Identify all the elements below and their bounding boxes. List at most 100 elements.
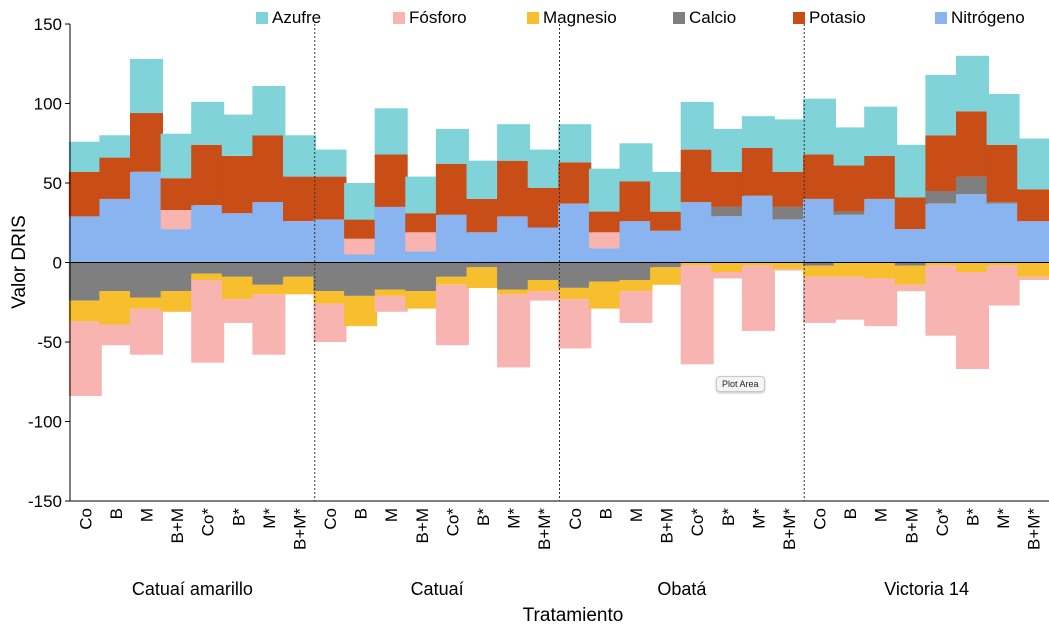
bar-calcio-12: [405, 262, 439, 292]
x-tick-label: B+M*: [780, 508, 799, 550]
bar-nitrógeno-31: [986, 203, 1020, 263]
bar-potasio-10: [344, 219, 378, 239]
bar-nitrógeno-14: [466, 232, 500, 263]
legend-swatch: [935, 12, 947, 24]
bar-calcio-31: [986, 202, 1020, 204]
bar-azufre-11: [374, 108, 408, 155]
bar-potasio-26: [833, 165, 867, 212]
bar-magnesio-30: [956, 262, 989, 272]
bar-magnesio-20: [650, 267, 684, 285]
bar-fósforo-25: [803, 276, 836, 323]
bar-azufre-2: [99, 135, 133, 158]
bar-nitrógeno-20: [650, 230, 684, 263]
x-tick-label: B+M*: [291, 508, 310, 550]
bar-azufre-22: [711, 128, 745, 172]
bar-nitrógeno-10: [344, 254, 378, 263]
bar-nitrógeno-7: [252, 202, 286, 263]
y-tick-label: 0: [53, 254, 62, 273]
bar-azufre-19: [619, 143, 653, 182]
bar-calcio-4: [160, 262, 194, 292]
bar-calcio-3: [130, 262, 163, 298]
x-tick-label: B+M: [658, 508, 677, 543]
bar-azufre-21: [680, 101, 714, 150]
bar-calcio-14: [466, 262, 500, 268]
bar-magnesio-28: [894, 265, 928, 285]
bar-fósforo-2: [99, 324, 133, 346]
x-tick-label: M: [627, 508, 646, 522]
bar-magnesio-1: [68, 300, 102, 322]
bar-nitrógeno-5: [191, 205, 225, 263]
bar-azufre-7: [252, 86, 286, 136]
x-tick-label: Co: [566, 508, 585, 530]
legend-swatch: [527, 12, 539, 24]
bar-potasio-32: [1017, 189, 1049, 222]
x-tick-label: B: [107, 508, 126, 519]
bar-azufre-12: [405, 176, 439, 214]
group-label: Victoria 14: [884, 579, 969, 599]
bar-azufre-15: [497, 124, 531, 161]
bar-potasio-22: [711, 171, 745, 207]
bar-calcio-2: [99, 262, 133, 292]
bar-nitrógeno-32: [1017, 221, 1049, 263]
bar-potasio-12: [405, 213, 439, 233]
legend: Azufre Fósforo Magnesio Calcio Potasio Nitróg…: [256, 8, 1025, 27]
x-tick-label: B+M: [168, 508, 187, 543]
bar-nitrógeno-17: [558, 203, 592, 263]
bar-calcio-18: [588, 262, 622, 282]
bar-magnesio-10: [344, 295, 378, 327]
legend-label: Nitrógeno: [951, 8, 1025, 27]
bar-potasio-4: [160, 178, 194, 210]
bar-calcio-19: [619, 262, 653, 280]
bar-fósforo-15: [497, 294, 531, 368]
bar-fósforo-19: [619, 291, 653, 323]
group-label: Catuaí: [411, 579, 464, 599]
bar-nitrógeno-27: [864, 198, 898, 263]
bar-calcio-17: [558, 262, 592, 288]
bar-nitrógeno-19: [619, 221, 653, 263]
bar-calcio-30: [956, 176, 989, 195]
bar-azufre-9: [313, 149, 347, 177]
bar-azufre-16: [527, 149, 561, 188]
bar-azufre-8: [283, 135, 316, 177]
bar-potasio-1: [68, 171, 102, 217]
bar-calcio-22: [711, 206, 745, 217]
bar-fósforo-5: [191, 280, 225, 363]
bar-fósforo-12: [405, 232, 439, 252]
bar-potasio-17: [558, 162, 592, 204]
y-tick-label: -50: [37, 333, 62, 352]
x-tick-label: M*: [505, 508, 524, 529]
x-tick-label: M: [872, 508, 891, 522]
y-tick-label: 150: [34, 15, 62, 34]
bar-fósforo-32: [1017, 276, 1049, 280]
bar-magnesio-13: [435, 276, 469, 285]
legend-label: Potasio: [809, 8, 866, 27]
x-tick-label: Co*: [933, 508, 952, 537]
bar-potasio-6: [221, 156, 255, 214]
bar-fósforo-13: [435, 284, 469, 346]
bar-calcio-6: [221, 262, 255, 277]
x-tick-label: B: [596, 508, 615, 519]
bar-azufre-6: [221, 114, 255, 156]
bar-azufre-31: [986, 94, 1020, 145]
bar-calcio-10: [344, 262, 378, 296]
bar-magnesio-9: [313, 291, 347, 304]
bar-nitrógeno-9: [313, 219, 347, 263]
bar-fósforo-23: [741, 265, 775, 331]
bar-magnesio-2: [99, 291, 133, 325]
group-label: Obatá: [657, 579, 707, 599]
bar-potasio-8: [283, 176, 316, 222]
x-tick-label: B: [841, 508, 860, 519]
bar-potasio-19: [619, 181, 653, 222]
bar-fósforo-10: [344, 238, 378, 255]
bar-nitrógeno-22: [711, 216, 745, 263]
bar-nitrógeno-24: [772, 219, 806, 263]
bar-fósforo-30: [956, 272, 989, 369]
legend-swatch: [793, 12, 805, 24]
bar-fósforo-9: [313, 303, 347, 342]
bar-nitrógeno-3: [130, 171, 163, 263]
bar-calcio-1: [68, 262, 102, 301]
legend-swatch: [673, 12, 685, 24]
bar-magnesio-4: [160, 291, 194, 312]
bar-calcio-8: [283, 262, 316, 277]
